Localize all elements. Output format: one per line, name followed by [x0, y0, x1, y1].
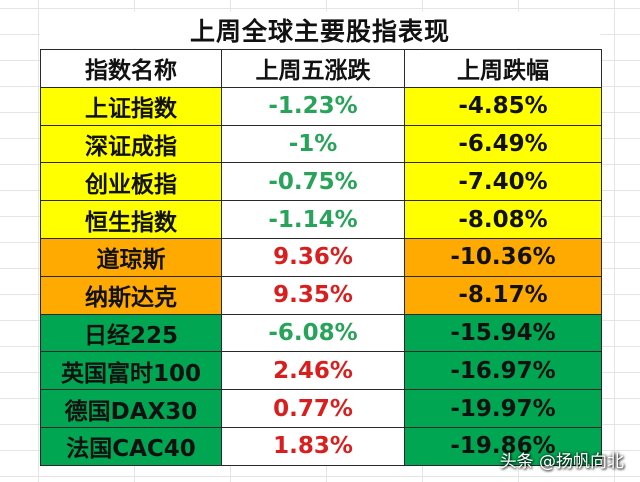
weekly-change-cell: -19.86%: [404, 426, 602, 466]
table-row: 纳斯达克 9.35% -8.17%: [40, 275, 602, 315]
table-row: 恒生指数 -1.14% -8.08%: [40, 200, 602, 239]
header-weekly-change: 上周跌幅: [404, 49, 602, 88]
table-row: 法国CAC40 1.83% -19.86%: [40, 426, 602, 466]
table-row: 上证指数 -1.23% -4.85%: [40, 86, 602, 126]
watermark: 头条 @扬帆向北: [499, 452, 624, 472]
table-row: 深证成指 -1% -6.49%: [40, 124, 602, 164]
friday-change-cell: -6.08%: [221, 313, 405, 353]
weekly-change-cell: -4.85%: [404, 86, 602, 126]
friday-change-cell: -0.75%: [221, 162, 405, 202]
table-row: 道琼斯 9.36% -10.36%: [40, 237, 602, 277]
friday-change-cell: 1.83%: [221, 426, 405, 466]
index-name-cell: 深证成指: [40, 124, 222, 164]
friday-change-cell: -1.14%: [221, 200, 405, 239]
weekly-change-cell: -16.97%: [404, 351, 602, 391]
weekly-change-cell: -8.17%: [404, 275, 602, 315]
weekly-change-cell: -6.49%: [404, 124, 602, 164]
table-row: 英国富时100 2.46% -16.97%: [40, 351, 602, 391]
friday-change-cell: -1%: [221, 124, 405, 164]
header-row: 指数名称 上周五涨跌 上周跌幅: [40, 49, 602, 88]
index-name-cell: 英国富时100: [40, 351, 222, 391]
weekly-change-cell: -15.94%: [404, 313, 602, 353]
friday-change-cell: 9.36%: [221, 237, 405, 277]
table-title: 上周全球主要股指表现: [40, 12, 600, 48]
header-index-name: 指数名称: [40, 49, 222, 88]
index-performance-table: 指数名称 上周五涨跌 上周跌幅 上证指数 -1.23% -4.85% 深证成指 -1% -…: [40, 49, 602, 466]
index-name-cell: 德国DAX30: [40, 389, 222, 428]
index-name-cell: 纳斯达克: [40, 275, 222, 315]
index-name-cell: 道琼斯: [40, 237, 222, 277]
weekly-change-cell: -19.97%: [404, 389, 602, 428]
table-row: 德国DAX30 0.77% -19.97%: [40, 389, 602, 428]
friday-change-cell: 2.46%: [221, 351, 405, 391]
table-row: 日经225 -6.08% -15.94%: [40, 313, 602, 353]
index-name-cell: 上证指数: [40, 86, 222, 126]
friday-change-cell: 9.35%: [221, 275, 405, 315]
friday-change-cell: 0.77%: [221, 389, 405, 428]
table-row: 创业板指 -0.75% -7.40%: [40, 162, 602, 202]
weekly-change-cell: -7.40%: [404, 162, 602, 202]
weekly-change-cell: -10.36%: [404, 237, 602, 277]
friday-change-cell: -1.23%: [221, 86, 405, 126]
header-friday-change: 上周五涨跌: [221, 49, 405, 88]
index-name-cell: 法国CAC40: [40, 426, 222, 466]
index-name-cell: 日经225: [40, 313, 222, 353]
weekly-change-cell: -8.08%: [404, 200, 602, 239]
index-name-cell: 恒生指数: [40, 200, 222, 239]
index-name-cell: 创业板指: [40, 162, 222, 202]
